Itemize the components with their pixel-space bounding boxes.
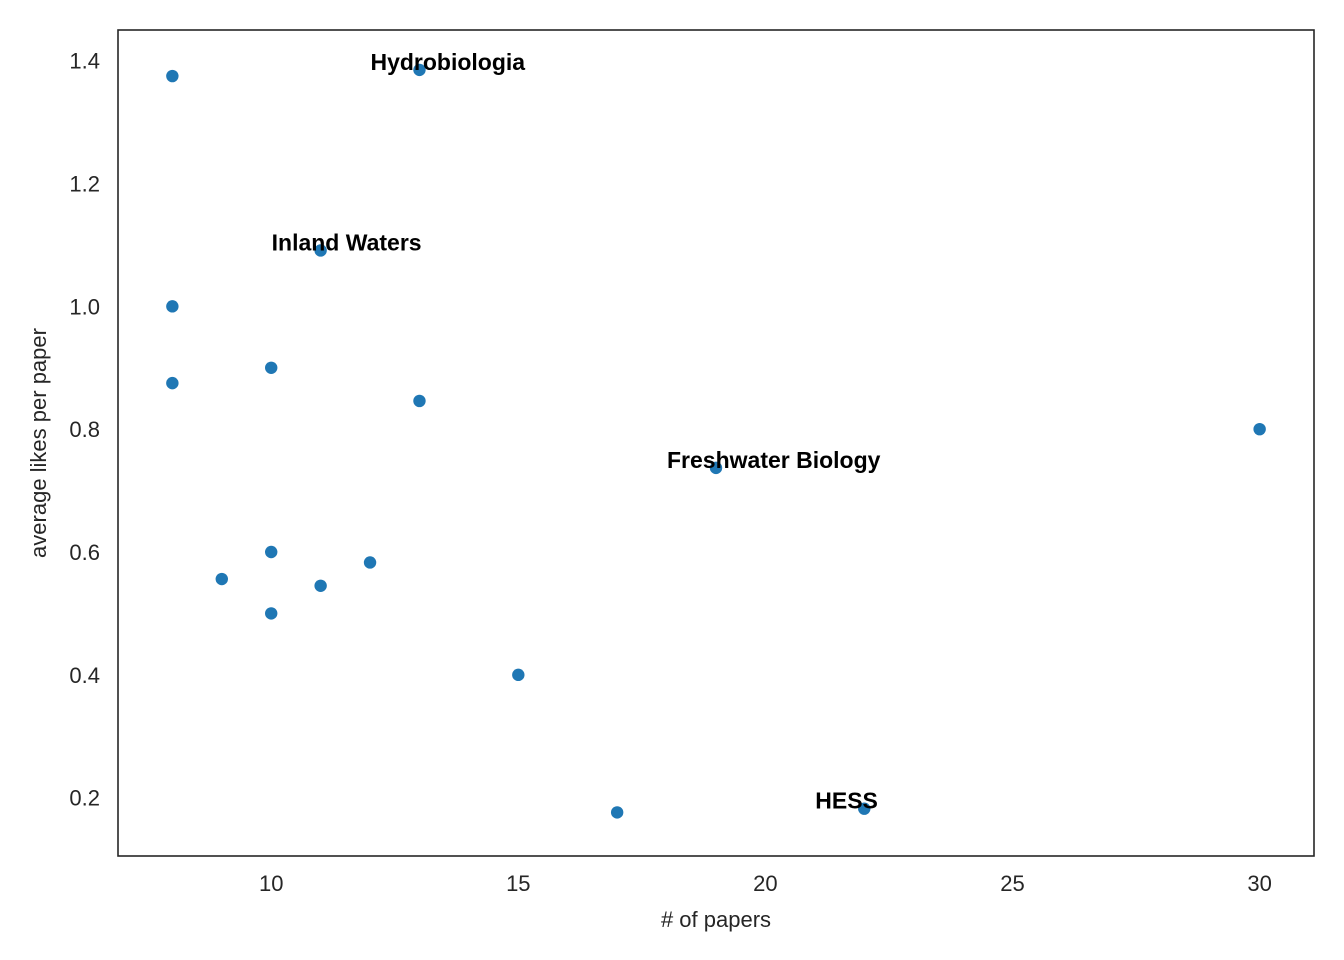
scatter-point <box>314 579 327 592</box>
scatter-point <box>1253 422 1266 436</box>
y-tick-label: 1.0 <box>69 294 100 319</box>
point-annotation: HESS <box>815 788 878 814</box>
y-tick-label: 0.4 <box>69 663 100 688</box>
scatter-point <box>858 802 871 815</box>
scatter-point <box>363 556 377 569</box>
x-tick-label: 25 <box>1000 871 1024 896</box>
y-tick-label: 0.6 <box>69 540 100 565</box>
scatter-point <box>314 244 327 257</box>
x-tick-label: 10 <box>259 871 283 896</box>
x-tick-label: 20 <box>753 871 777 896</box>
annotations: Hydrobiologia Inland Waters Freshwater Bio… <box>272 49 881 814</box>
point-annotation: Freshwater Biology <box>667 447 881 473</box>
x-axis-label: # of papers <box>661 907 771 932</box>
scatter-point <box>166 300 179 313</box>
point-annotation: Hydrobiologia <box>370 49 525 75</box>
scatter-point <box>215 572 228 586</box>
point-annotation: Inland Waters <box>272 229 422 255</box>
scatter-point <box>166 376 179 390</box>
y-tick-label: 0.2 <box>69 786 100 811</box>
x-tick-label: 15 <box>506 871 530 896</box>
scatter-point <box>265 545 278 559</box>
scatter-point <box>413 63 426 77</box>
x-tick-label: 30 <box>1247 871 1271 896</box>
scatter-point <box>166 69 179 83</box>
scatter-point <box>413 394 426 408</box>
y-tick-label: 1.4 <box>69 49 100 74</box>
scatter-point <box>265 361 278 374</box>
scatter-point <box>610 806 624 819</box>
scatter-point <box>265 607 278 620</box>
axis-ticks: 10 15 20 25 30 0.2 0.4 0.6 0.8 1.0 1.2 1.4 <box>69 49 1271 896</box>
scatter-point <box>512 668 525 682</box>
plot-frame <box>117 29 1315 857</box>
scatter-point <box>709 461 723 475</box>
y-axis-label: average likes per paper <box>26 328 51 558</box>
plot-marks <box>166 63 1266 819</box>
y-tick-label: 1.2 <box>69 172 100 197</box>
y-tick-label: 0.8 <box>69 417 100 442</box>
